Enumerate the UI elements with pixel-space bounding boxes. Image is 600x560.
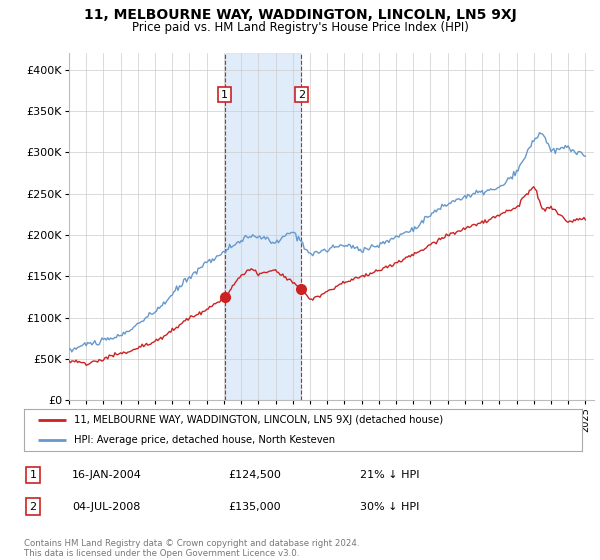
Text: 11, MELBOURNE WAY, WADDINGTON, LINCOLN, LN5 9XJ (detached house): 11, MELBOURNE WAY, WADDINGTON, LINCOLN, …	[74, 415, 443, 425]
Text: £124,500: £124,500	[228, 470, 281, 480]
Bar	[224, 53, 301, 400]
Text: Price paid vs. HM Land Registry's House Price Index (HPI): Price paid vs. HM Land Registry's House …	[131, 21, 469, 34]
Text: 2: 2	[298, 90, 305, 100]
Text: 30% ↓ HPI: 30% ↓ HPI	[360, 502, 419, 512]
Text: 1: 1	[29, 470, 37, 480]
Text: 21% ↓ HPI: 21% ↓ HPI	[360, 470, 419, 480]
Text: 11, MELBOURNE WAY, WADDINGTON, LINCOLN, LN5 9XJ: 11, MELBOURNE WAY, WADDINGTON, LINCOLN, …	[83, 8, 517, 22]
Text: HPI: Average price, detached house, North Kesteven: HPI: Average price, detached house, Nort…	[74, 435, 335, 445]
Text: Contains HM Land Registry data © Crown copyright and database right 2024.
This d: Contains HM Land Registry data © Crown c…	[24, 539, 359, 558]
Text: 2: 2	[29, 502, 37, 512]
Text: 04-JUL-2008: 04-JUL-2008	[72, 502, 140, 512]
Text: 1: 1	[221, 90, 228, 100]
Text: £135,000: £135,000	[228, 502, 281, 512]
Text: 16-JAN-2004: 16-JAN-2004	[72, 470, 142, 480]
